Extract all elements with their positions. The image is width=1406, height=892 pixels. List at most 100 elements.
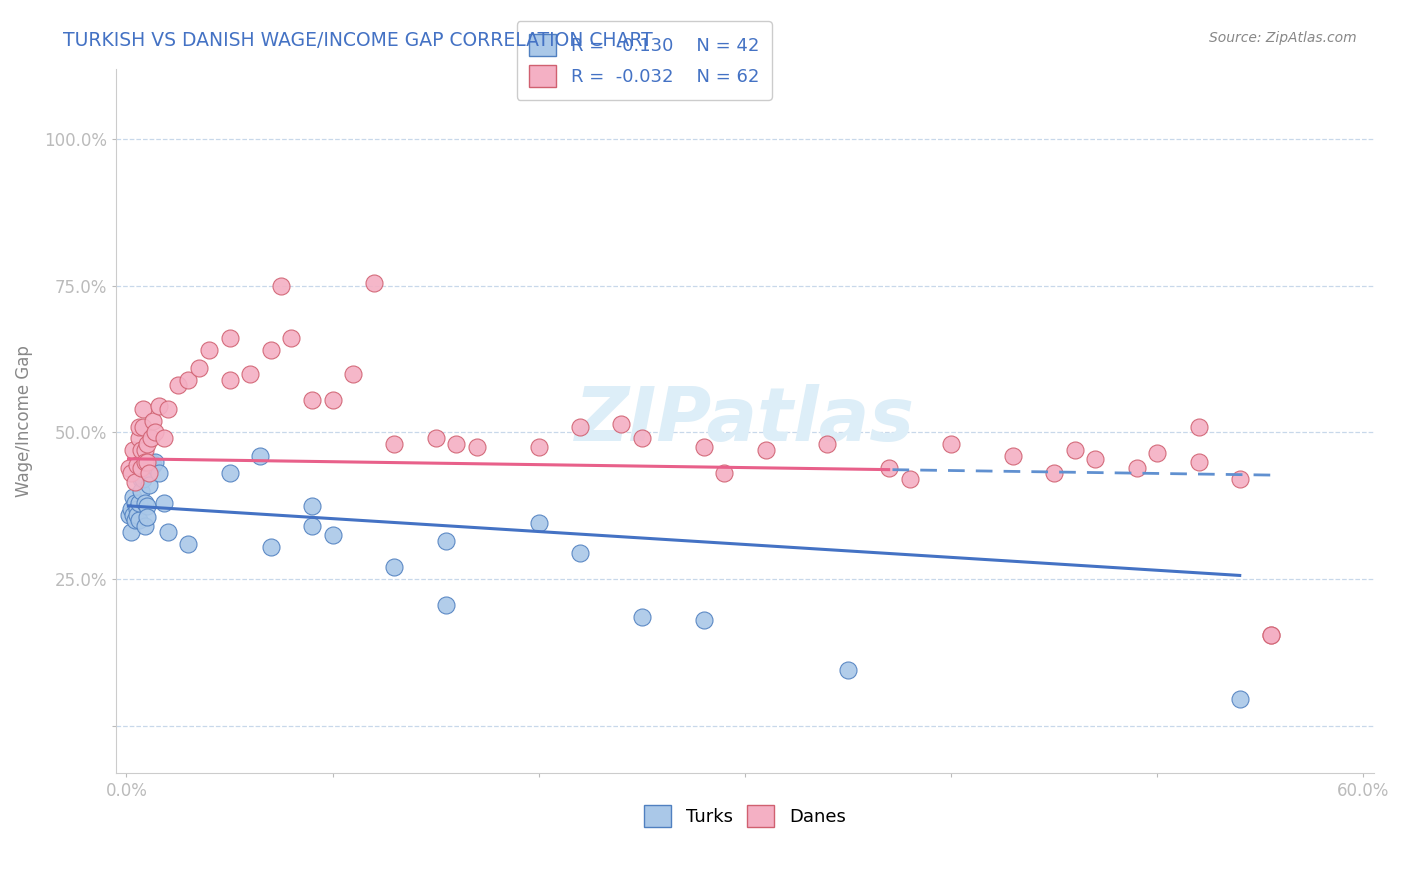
Point xyxy=(132,419,155,434)
Point xyxy=(120,525,142,540)
Point xyxy=(143,425,166,440)
Point xyxy=(218,331,240,345)
Point xyxy=(384,437,406,451)
Point xyxy=(120,467,142,481)
Point xyxy=(120,501,142,516)
Point xyxy=(138,467,160,481)
Point xyxy=(142,458,165,472)
Point xyxy=(939,437,962,451)
Point xyxy=(465,440,488,454)
Point xyxy=(1084,451,1107,466)
Text: Source: ZipAtlas.com: Source: ZipAtlas.com xyxy=(1209,31,1357,45)
Point xyxy=(270,278,292,293)
Point xyxy=(301,393,323,408)
Point xyxy=(631,610,654,624)
Point xyxy=(446,437,468,451)
Point xyxy=(148,399,170,413)
Point xyxy=(569,546,592,560)
Point xyxy=(1063,442,1085,457)
Point xyxy=(693,440,716,454)
Point xyxy=(125,501,148,516)
Point xyxy=(128,431,150,445)
Point xyxy=(167,378,190,392)
Point xyxy=(218,373,240,387)
Point xyxy=(610,417,633,431)
Point xyxy=(837,663,859,677)
Point xyxy=(434,533,457,548)
Text: TURKISH VS DANISH WAGE/INCOME GAP CORRELATION CHART: TURKISH VS DANISH WAGE/INCOME GAP CORREL… xyxy=(63,31,652,50)
Point xyxy=(713,467,735,481)
Point xyxy=(132,460,155,475)
Point xyxy=(1229,472,1251,486)
Point xyxy=(124,475,146,490)
Point xyxy=(218,467,240,481)
Point xyxy=(631,431,654,445)
Point xyxy=(156,525,179,540)
Point xyxy=(177,537,200,551)
Point xyxy=(138,478,160,492)
Point xyxy=(134,455,156,469)
Point xyxy=(384,560,406,574)
Point xyxy=(301,499,323,513)
Point xyxy=(1260,628,1282,642)
Text: ZIPatlas: ZIPatlas xyxy=(575,384,915,457)
Point xyxy=(129,484,152,499)
Point xyxy=(152,496,174,510)
Point xyxy=(322,393,344,408)
Legend: Turks, Danes: Turks, Danes xyxy=(637,797,853,834)
Point xyxy=(136,437,159,451)
Point xyxy=(121,442,143,457)
Point xyxy=(156,401,179,416)
Point xyxy=(1260,628,1282,642)
Point xyxy=(117,460,139,475)
Point xyxy=(754,442,776,457)
Point xyxy=(434,599,457,613)
Point xyxy=(136,510,159,524)
Y-axis label: Wage/Income Gap: Wage/Income Gap xyxy=(15,344,32,497)
Point xyxy=(425,431,447,445)
Point xyxy=(260,540,283,554)
Point xyxy=(117,508,139,522)
Point xyxy=(569,419,592,434)
Point xyxy=(134,519,156,533)
Point xyxy=(141,455,163,469)
Point xyxy=(152,431,174,445)
Point xyxy=(134,442,156,457)
Point xyxy=(198,343,221,358)
Point xyxy=(143,455,166,469)
Point xyxy=(249,449,271,463)
Point xyxy=(128,496,150,510)
Point xyxy=(124,513,146,527)
Point xyxy=(1001,449,1024,463)
Point xyxy=(301,519,323,533)
Point xyxy=(322,528,344,542)
Point xyxy=(363,276,385,290)
Point xyxy=(1229,692,1251,706)
Point xyxy=(128,513,150,527)
Point xyxy=(527,516,550,531)
Point xyxy=(125,508,148,522)
Point xyxy=(134,496,156,510)
Point xyxy=(1187,419,1209,434)
Point xyxy=(128,419,150,434)
Point xyxy=(121,508,143,522)
Point xyxy=(132,401,155,416)
Point xyxy=(125,458,148,472)
Point xyxy=(177,373,200,387)
Point xyxy=(877,460,900,475)
Point xyxy=(239,367,262,381)
Point xyxy=(1125,460,1147,475)
Point xyxy=(136,455,159,469)
Point xyxy=(129,442,152,457)
Point xyxy=(280,331,302,345)
Point xyxy=(1043,467,1066,481)
Point xyxy=(1187,455,1209,469)
Point xyxy=(527,440,550,454)
Point xyxy=(129,472,152,486)
Point xyxy=(815,437,838,451)
Point xyxy=(148,467,170,481)
Point xyxy=(136,499,159,513)
Point xyxy=(124,496,146,510)
Point xyxy=(1146,446,1168,460)
Point xyxy=(898,472,921,486)
